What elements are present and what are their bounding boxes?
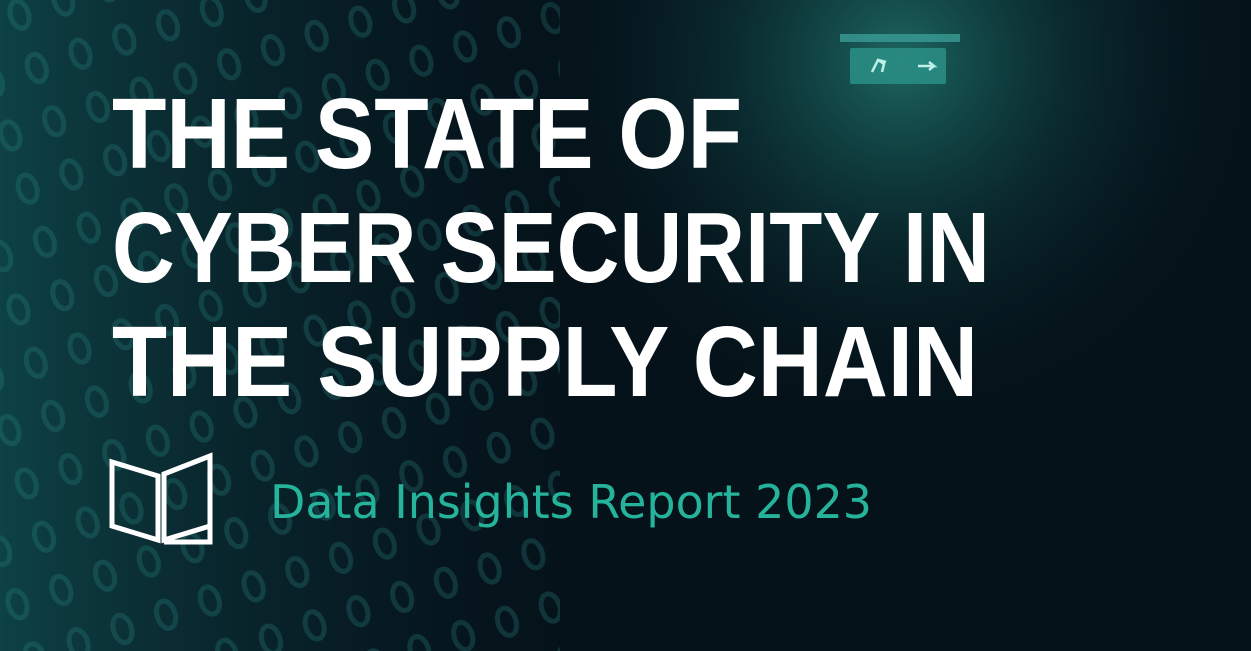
title-line: THE SUPPLY CHAIN (112, 306, 978, 418)
subtitle: Data Insights Report 2023 (270, 475, 872, 529)
title: THE STATE OF CYBER SECURITY IN THE SUPPL… (112, 78, 990, 418)
exit-sign (840, 34, 960, 84)
title-line: CYBER SECURITY IN (112, 192, 990, 304)
title-line: THE STATE OF (112, 78, 742, 190)
book-icon (109, 452, 213, 545)
